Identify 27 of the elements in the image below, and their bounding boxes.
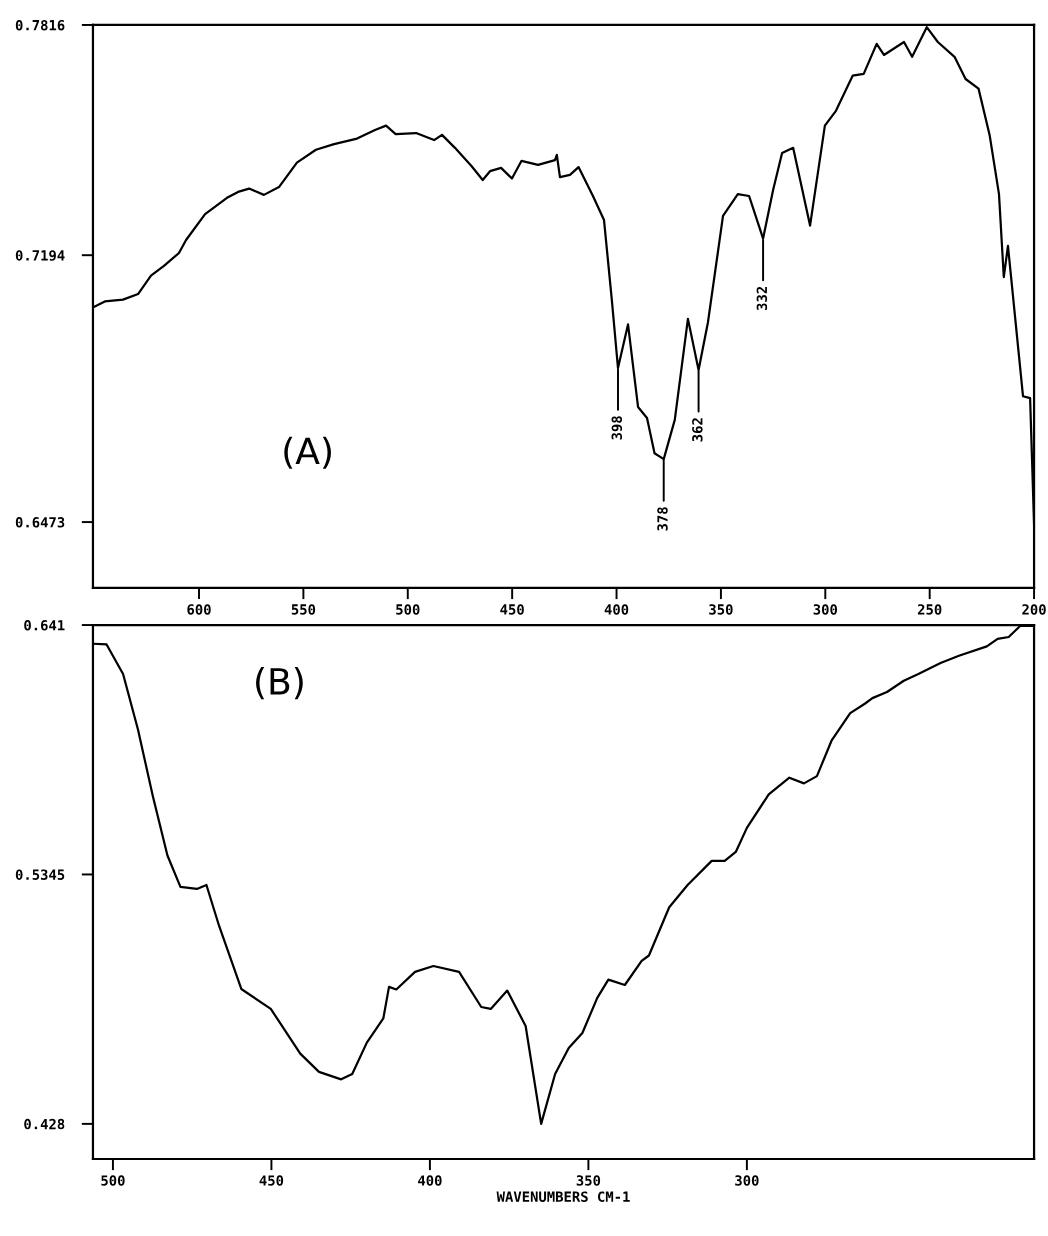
annotation: (A) [284, 436, 331, 469]
x-axis-title: WAVENUMBERS CM-1 [496, 1191, 630, 1202]
x-tick-label: 450 [500, 604, 524, 615]
x-tick-label: 450 [259, 1175, 284, 1186]
y-tick-label: 0.5345 [15, 869, 65, 880]
x-tick-label: 250 [917, 604, 942, 615]
y-tick-label: 0.428 [24, 1118, 65, 1130]
x-tick-label: 500 [396, 604, 420, 615]
y-tick-label: 0.6473 [15, 517, 65, 528]
annotation: (B) [256, 667, 303, 700]
x-tick-label: 200 [1022, 604, 1046, 615]
annotation: 398 [611, 416, 623, 440]
x-tick-label: 350 [709, 604, 733, 615]
annotation: 332 [756, 286, 768, 310]
x-tick-label: 500 [101, 1175, 125, 1186]
y-tick-label: 0.7194 [15, 250, 65, 261]
x-tick-label: 550 [291, 604, 316, 615]
annotation: 378 [657, 507, 668, 531]
x-tick-label: 600 [187, 604, 211, 615]
x-tick-label: 300 [735, 1175, 759, 1186]
x-tick-label: 300 [813, 604, 838, 615]
y-tick-label: 0.641 [24, 620, 65, 631]
x-tick-label: 400 [604, 604, 629, 615]
y-tick-label: 0.7816 [15, 19, 65, 31]
x-tick-label: 400 [418, 1175, 442, 1186]
annotation: 362 [692, 418, 703, 442]
x-tick-label: 350 [576, 1175, 601, 1186]
